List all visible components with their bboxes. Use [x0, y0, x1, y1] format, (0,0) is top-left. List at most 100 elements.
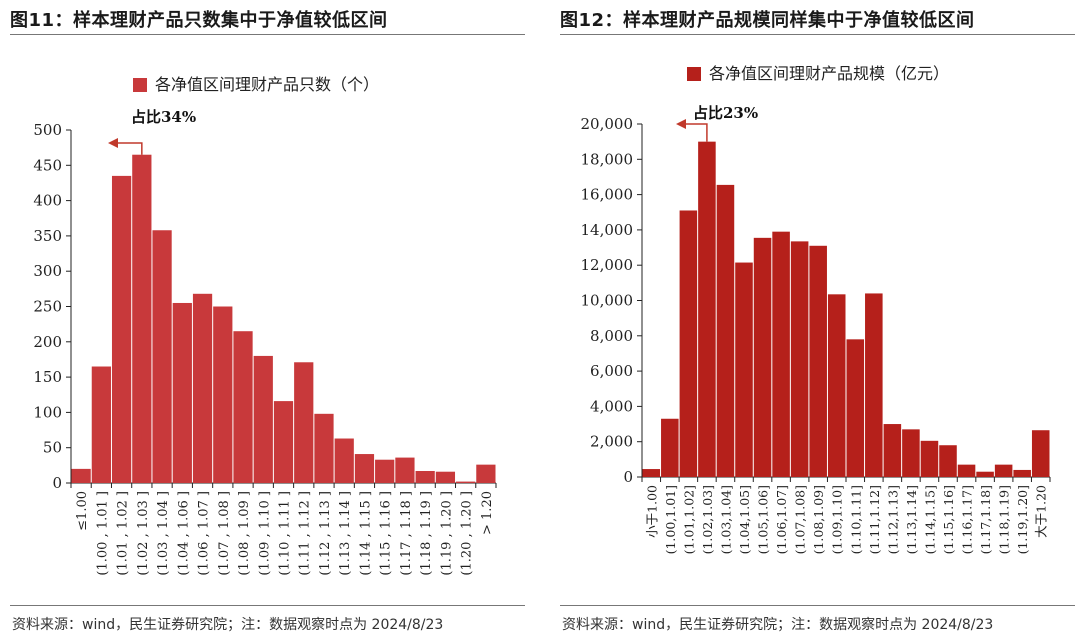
- legend-label: 各净值区间理财产品只数（个）: [155, 75, 379, 94]
- y-tick-label: 20,000: [581, 115, 634, 133]
- x-tick-label: 大于1.20: [1034, 485, 1049, 538]
- x-tick-label: (1.10 , 1.11 ]: [278, 491, 293, 576]
- right-panel: 图12：样本理财产品规模同样集中于净值较低区间 各净值区间理财产品规模（亿元） 0…: [550, 0, 1080, 642]
- bar: [679, 210, 698, 478]
- x-tick-label: (1.04,1.05]: [737, 485, 752, 554]
- x-tick-label: (1.18 , 1.19 ]: [419, 491, 434, 576]
- x-tick-label: (1.01 , 1.02 ]: [116, 491, 131, 576]
- x-tick-label: (1.09 , 1.10 ]: [257, 491, 272, 576]
- y-tick-label: 100: [33, 403, 62, 421]
- x-tick-label: (1.15,1.16]: [941, 485, 956, 554]
- bar: [314, 413, 334, 483]
- x-tick-label: (1.15 , 1.16 ]: [379, 491, 394, 576]
- y-tick-label: 400: [33, 192, 62, 210]
- bar: [642, 469, 661, 477]
- figure-title: 图12：样本理财产品规模同样集中于净值较低区间: [560, 10, 975, 31]
- y-tick-label: 250: [33, 298, 62, 316]
- bar: [354, 454, 375, 483]
- bar: [846, 339, 865, 477]
- x-tick-label: (1.09,1.10]: [830, 485, 845, 554]
- y-tick-label: 0: [52, 474, 62, 492]
- bar: [772, 231, 790, 477]
- x-tick-label: (1.16,1.17]: [960, 485, 975, 554]
- source-rule: [560, 605, 1075, 606]
- annotation-arrow-head: [676, 119, 686, 129]
- x-tick-label: (1.08 , 1.09 ]: [237, 491, 252, 576]
- title-rule: [560, 34, 1075, 35]
- x-tick-label: (1.02,1.03]: [700, 485, 715, 554]
- x-tick-label: (1.03 , 1.04 ]: [156, 491, 171, 576]
- x-tick-label: (1.14,1.15]: [922, 485, 937, 554]
- bar: [233, 331, 253, 483]
- bar: [716, 184, 735, 477]
- bar: [435, 471, 456, 483]
- y-tick-label: 18,000: [581, 150, 634, 168]
- bar: [375, 459, 395, 483]
- x-tick-label: (1.10,1.11]: [848, 485, 863, 554]
- y-tick-label: 50: [43, 439, 62, 457]
- x-tick-label: 小于1.00: [644, 485, 659, 538]
- x-tick-label: (1.00 , 1.01 ]: [95, 491, 110, 576]
- bar: [213, 306, 233, 483]
- x-tick-label: (1.17 , 1.18 ]: [399, 491, 414, 576]
- x-tick-label: (1.17,1.18]: [978, 485, 993, 554]
- bar: [957, 464, 976, 477]
- bar: [827, 294, 846, 477]
- y-tick-label: 12,000: [581, 256, 634, 274]
- x-tick-label: (1.07,1.08]: [793, 485, 808, 554]
- bar: [976, 471, 994, 477]
- y-tick-label: 16,000: [581, 186, 634, 204]
- bar: [865, 293, 883, 477]
- bar: [753, 237, 772, 477]
- x-tick-label: (1.08,1.09]: [811, 485, 826, 554]
- bar: [661, 418, 679, 477]
- y-tick-label: 300: [33, 262, 62, 280]
- bar: [273, 401, 294, 483]
- bar: [1031, 430, 1050, 477]
- figure-title: 图11：样本理财产品只数集中于净值较低区间: [10, 10, 388, 31]
- y-tick-label: 6,000: [590, 362, 633, 380]
- annotation-arrow-head: [108, 138, 118, 148]
- y-tick-label: 450: [33, 156, 62, 174]
- x-tick-label: (1.14 , 1.15 ]: [358, 491, 373, 576]
- bar: [172, 302, 192, 483]
- x-tick-label: (1.20 , 1.20 ]: [460, 491, 475, 576]
- x-tick-label: (1.06 , 1.07 ]: [197, 491, 212, 576]
- left-panel: 图11：样本理财产品只数集中于净值较低区间 各净值区间理财产品只数（个） 0 50 1…: [0, 0, 530, 642]
- x-tick-label: (1.03,1.04]: [718, 485, 733, 554]
- title-rule: [10, 34, 525, 35]
- bar: [735, 262, 753, 477]
- source-note: 资料来源：wind，民生证券研究院；注：数据观察时点为 2024/8/23: [12, 617, 444, 633]
- bar: [395, 457, 415, 483]
- x-tick-label: (1.12 , 1.13 ]: [318, 491, 333, 576]
- bar: [698, 141, 716, 477]
- y-tick-label: 10,000: [581, 292, 634, 310]
- bar: [71, 468, 91, 483]
- source-rule: [10, 605, 525, 606]
- bar: [994, 464, 1013, 477]
- y-tick-label: 8,000: [590, 327, 633, 345]
- y-tick-label: 2,000: [590, 433, 633, 451]
- bar: [111, 175, 132, 483]
- x-tick-label: (1.13,1.14]: [904, 485, 919, 554]
- y-tick-label: 0: [623, 468, 633, 486]
- x-tick-label: (1.13 , 1.14 ]: [338, 491, 353, 576]
- x-tick-label: (1.04 , 1.06 ]: [176, 491, 191, 576]
- y-tick-label: 4,000: [590, 397, 633, 415]
- right-bar-chart: 各净值区间理财产品规模（亿元） 0 2,000 4,000 6,000 8,000 10,0…: [581, 64, 1051, 554]
- x-tick-label: > 1.20: [480, 491, 495, 535]
- bar: [790, 241, 809, 477]
- bar: [415, 470, 435, 483]
- bar: [809, 245, 827, 477]
- bar: [1013, 469, 1031, 477]
- bar: [920, 440, 939, 477]
- left-bar-chart: 各净值区间理财产品只数（个） 0 50 100 150 200 250 300 350 400 45…: [33, 75, 497, 576]
- x-tick-label: (1.11 , 1.12 ]: [298, 491, 313, 576]
- legend-swatch: [133, 78, 147, 92]
- bar: [334, 438, 354, 483]
- y-tick-label: 350: [33, 227, 62, 245]
- annotation-arrow-line: [116, 142, 143, 155]
- x-tick-label: (1.06,1.07]: [774, 485, 789, 554]
- x-tick-label: (1.18,1.19]: [997, 485, 1012, 554]
- x-tick-label: (1.01,1.02]: [681, 485, 696, 554]
